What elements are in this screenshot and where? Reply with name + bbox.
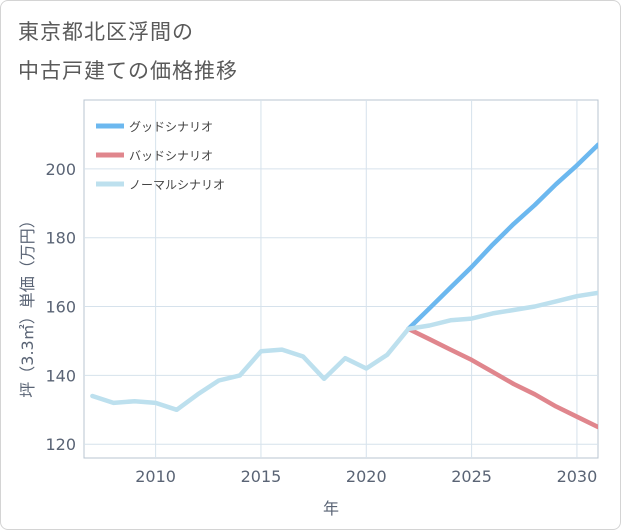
y-tick-label: 120 xyxy=(45,435,76,454)
y-tick-label: 140 xyxy=(45,366,76,385)
legend-label: グッドシナリオ xyxy=(129,120,213,134)
x-tick-label: 2030 xyxy=(557,467,598,486)
x-tick-label: 2025 xyxy=(451,467,492,486)
x-tick-label: 2015 xyxy=(241,467,282,486)
series-lines xyxy=(90,142,598,430)
plot-area xyxy=(83,99,599,459)
y-tick-label: 180 xyxy=(45,229,76,248)
y-axis-label: 坪（3.3㎡）単価（万円） xyxy=(18,212,37,397)
chart-title-line-1: 東京都北区浮間の xyxy=(18,20,194,44)
legend-label: バッドシナリオ xyxy=(129,149,213,163)
series-line-good xyxy=(406,142,598,332)
legend-label: ノーマルシナリオ xyxy=(129,178,225,192)
y-tick-label: 160 xyxy=(45,298,76,317)
x-tick-label: 2020 xyxy=(346,467,387,486)
tick-labels: 2010 2015 2020 2025 2030 120 140 160 180 200 xyxy=(45,160,597,486)
chart-title-line-2: 中古戸建ての価格推移 xyxy=(18,59,238,83)
series-line-bad xyxy=(406,326,598,430)
y-tick-label: 200 xyxy=(45,160,76,179)
series-line-normal xyxy=(90,290,598,413)
x-axis-label: 年 xyxy=(323,499,339,518)
gridlines xyxy=(84,100,598,458)
x-tick-label: 2010 xyxy=(135,467,176,486)
